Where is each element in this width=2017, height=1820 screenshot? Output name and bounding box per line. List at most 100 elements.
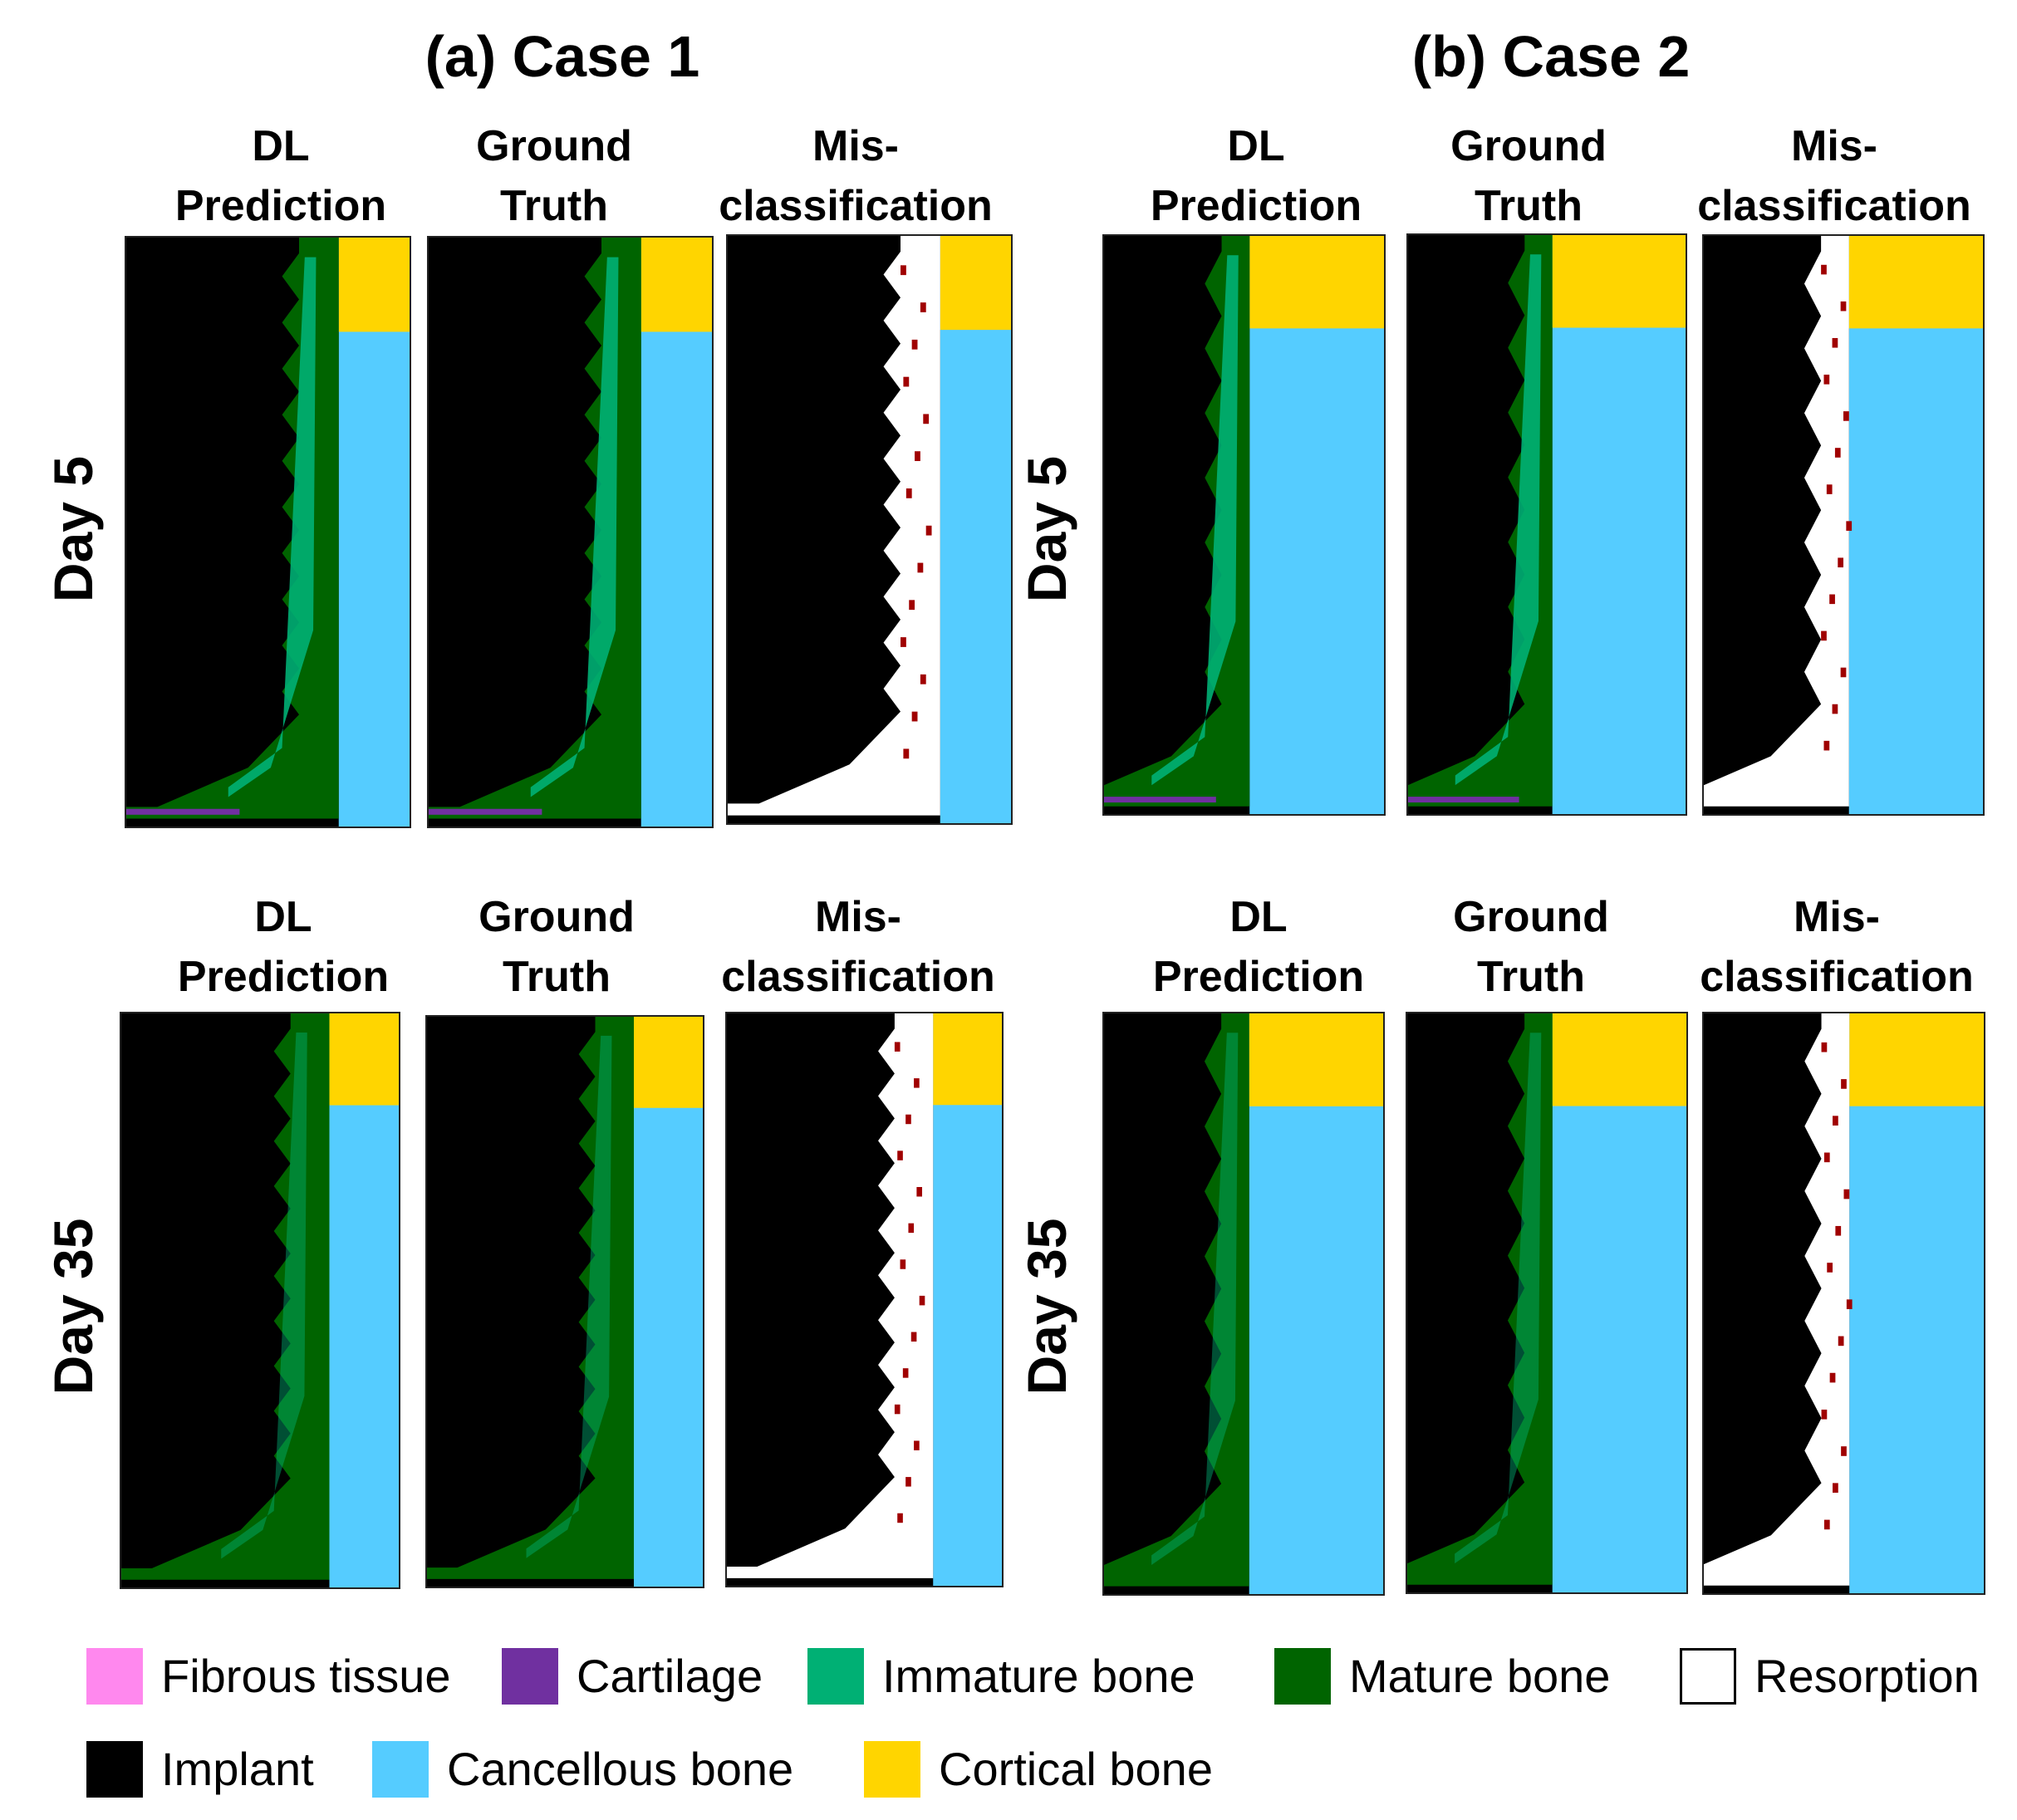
immature-bone-region — [530, 257, 619, 797]
immature-bone-region — [228, 257, 317, 797]
misclassified-pixel — [894, 1042, 901, 1052]
col-title-gt: Ground Truth — [1387, 116, 1670, 236]
misclassified-pixel — [1827, 1263, 1833, 1273]
misclassified-pixel — [1843, 411, 1849, 421]
cancellous-region — [1552, 1013, 1686, 1592]
panel-graphic — [1104, 236, 1384, 814]
row-label-day5-case2: Day 5 — [1016, 455, 1077, 603]
misclassified-pixel — [903, 376, 910, 387]
col-title-dl: DL Prediction — [1117, 887, 1400, 1007]
misclassified-pixel — [919, 1295, 925, 1306]
bone-implant-interface — [1704, 236, 1849, 807]
misclassified-pixel — [910, 1332, 917, 1342]
legend-label: Resorption — [1754, 1650, 1980, 1702]
panel-case1-day5-dl-prediction — [125, 236, 411, 828]
misclassified-pixel — [1834, 448, 1841, 458]
misclassified-pixel — [908, 1223, 915, 1234]
misclassified-pixel — [1821, 1409, 1828, 1420]
col-title-line2: classification — [719, 182, 993, 230]
legend-swatch — [1680, 1648, 1736, 1705]
cortical-region — [1848, 236, 1983, 329]
col-title-line1: Ground — [476, 122, 632, 170]
col-title-dl: DL Prediction — [142, 887, 425, 1007]
misclassified-pixel — [916, 1186, 923, 1197]
cortical-region — [933, 1013, 1002, 1106]
misclassified-pixel — [1843, 1189, 1850, 1199]
misclassified-pixel — [1841, 1446, 1847, 1456]
cartilage-region — [1104, 797, 1216, 803]
cancellous-region — [640, 238, 712, 827]
cancellous-region — [940, 236, 1011, 823]
panel-graphic — [1408, 235, 1686, 814]
col-title-line2: Truth — [1475, 182, 1583, 230]
col-title-gt: Ground Truth — [413, 116, 695, 236]
col-title-mis: Mis- classification — [1693, 116, 1975, 236]
misclassified-pixel — [902, 1368, 909, 1378]
misclassified-pixel — [1823, 1152, 1830, 1163]
col-title-line2: Prediction — [1150, 182, 1362, 230]
misclassified-pixel — [1821, 630, 1827, 641]
legend-swatch — [86, 1648, 143, 1705]
misclassified-pixel — [903, 748, 910, 759]
cancellous-region — [1249, 1013, 1383, 1594]
col-title-line2: Prediction — [1152, 953, 1365, 1001]
immature-bone-region — [1455, 254, 1542, 786]
case-1-title: (a) Case 1 — [425, 24, 700, 89]
bone-implant-interface — [1704, 1013, 1850, 1586]
row-label-day35-case1: Day 35 — [42, 1218, 104, 1396]
cancellous-region — [1249, 236, 1384, 814]
panel-case2-day5-dl-prediction — [1102, 234, 1386, 816]
panel-case1-day35-ground-truth — [425, 1015, 704, 1588]
col-title-line1: DL — [252, 122, 310, 170]
legend-label: Cartilage — [577, 1650, 763, 1702]
col-title-dl: DL Prediction — [1115, 116, 1397, 236]
misclassified-pixel — [1833, 1483, 1838, 1494]
legend-swatch — [502, 1648, 558, 1705]
cortical-region — [940, 236, 1011, 331]
col-title-line1: Ground — [1450, 122, 1607, 170]
col-title-dl: DL Prediction — [140, 116, 422, 236]
misclassified-pixel — [901, 637, 906, 647]
misclassified-pixel — [1823, 1519, 1830, 1530]
immature-bone-region — [221, 1033, 307, 1559]
cortical-region — [329, 1013, 399, 1106]
misclassified-pixel — [1832, 704, 1838, 714]
panel-graphic — [429, 238, 712, 827]
panel-graphic — [727, 1013, 1002, 1586]
panel-graphic — [1704, 236, 1983, 814]
col-title-gt: Ground Truth — [1390, 887, 1672, 1007]
cartilage-region — [1408, 797, 1519, 803]
misclassified-pixel — [1832, 337, 1838, 348]
legend-label: Immature bone — [882, 1650, 1195, 1702]
cortical-region — [338, 238, 410, 332]
misclassified-pixel — [920, 674, 926, 684]
col-title-line2: Prediction — [177, 953, 390, 1001]
col-title-line1: Ground — [1453, 893, 1609, 941]
legend-swatch — [86, 1741, 143, 1798]
col-title-mis: Mis- classification — [714, 116, 997, 236]
cortical-region — [640, 238, 712, 332]
panel-graphic — [1407, 1013, 1686, 1592]
misclassified-pixel — [1829, 594, 1835, 605]
legend-swatch — [372, 1741, 429, 1798]
misclassified-pixel — [1846, 521, 1853, 531]
immature-bone-region — [1151, 1033, 1239, 1566]
col-title-line2: classification — [1700, 953, 1974, 1001]
row-label-day5-case1: Day 5 — [42, 455, 104, 603]
misclassified-pixel — [1840, 301, 1847, 312]
misclassified-pixel — [1833, 1116, 1838, 1126]
cartilage-region — [126, 808, 240, 815]
col-title-mis: Mis- classification — [717, 887, 999, 1007]
misclassified-pixel — [905, 488, 912, 498]
col-title-line2: Truth — [500, 182, 608, 230]
misclassified-pixel — [1823, 740, 1830, 751]
misclassified-pixel — [925, 525, 932, 536]
panel-case2-day5-misclassification — [1702, 234, 1985, 816]
cancellous-region — [338, 238, 410, 827]
col-title-line2: classification — [1697, 182, 1971, 230]
panel-graphic — [1104, 1013, 1383, 1594]
col-title-line1: Ground — [478, 893, 635, 941]
legend-label: Cortical bone — [939, 1743, 1213, 1795]
cortical-region — [634, 1017, 703, 1108]
panel-graphic — [121, 1013, 399, 1587]
